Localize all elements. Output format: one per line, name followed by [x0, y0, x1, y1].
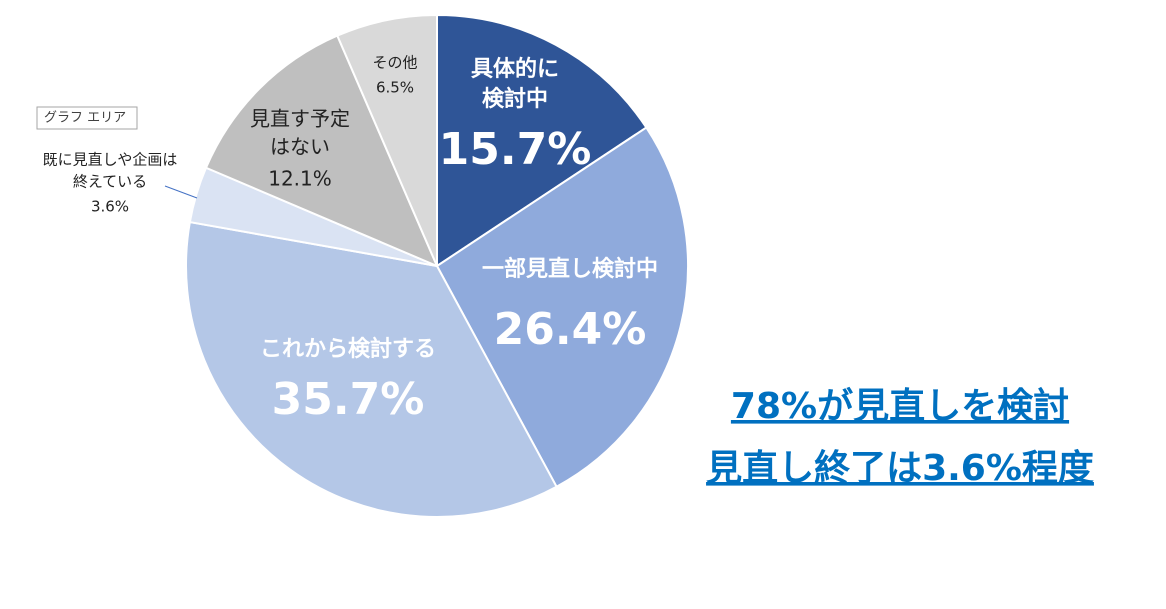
value-label: 12.1%	[268, 167, 332, 191]
annotation: 78%が見直しを検討	[731, 386, 1069, 427]
slice-label: 検討中	[482, 86, 548, 112]
slice-label: はない	[270, 135, 330, 159]
slice-label: 既に見直しや企画は	[43, 151, 178, 169]
value-label: 35.7%	[272, 374, 425, 425]
slice-label: これから検討する	[260, 336, 436, 362]
value-label: 15.7%	[439, 124, 592, 175]
pie-slice	[185, 220, 558, 518]
value-label: 6.5%	[376, 79, 414, 97]
annotation: 見直し終了は3.6%程度	[706, 448, 1094, 489]
tooltip-box	[36, 106, 138, 130]
pie-slice	[435, 126, 689, 489]
pie-slice	[204, 34, 439, 268]
value-label: 3.6%	[91, 198, 129, 216]
pie-slice	[336, 13, 438, 267]
slice-label: 見直す予定	[250, 107, 350, 131]
tooltip: グラフ エリア	[44, 111, 126, 126]
slice-label: その他	[372, 54, 417, 72]
slice-label: 具体的に	[471, 56, 559, 82]
pie-slice	[436, 13, 648, 268]
slice-label: 一部見直し検討中	[482, 256, 658, 282]
slice-label: 終えている	[73, 173, 147, 191]
leader-line	[164, 185, 198, 199]
value-label: 26.4%	[494, 304, 647, 355]
